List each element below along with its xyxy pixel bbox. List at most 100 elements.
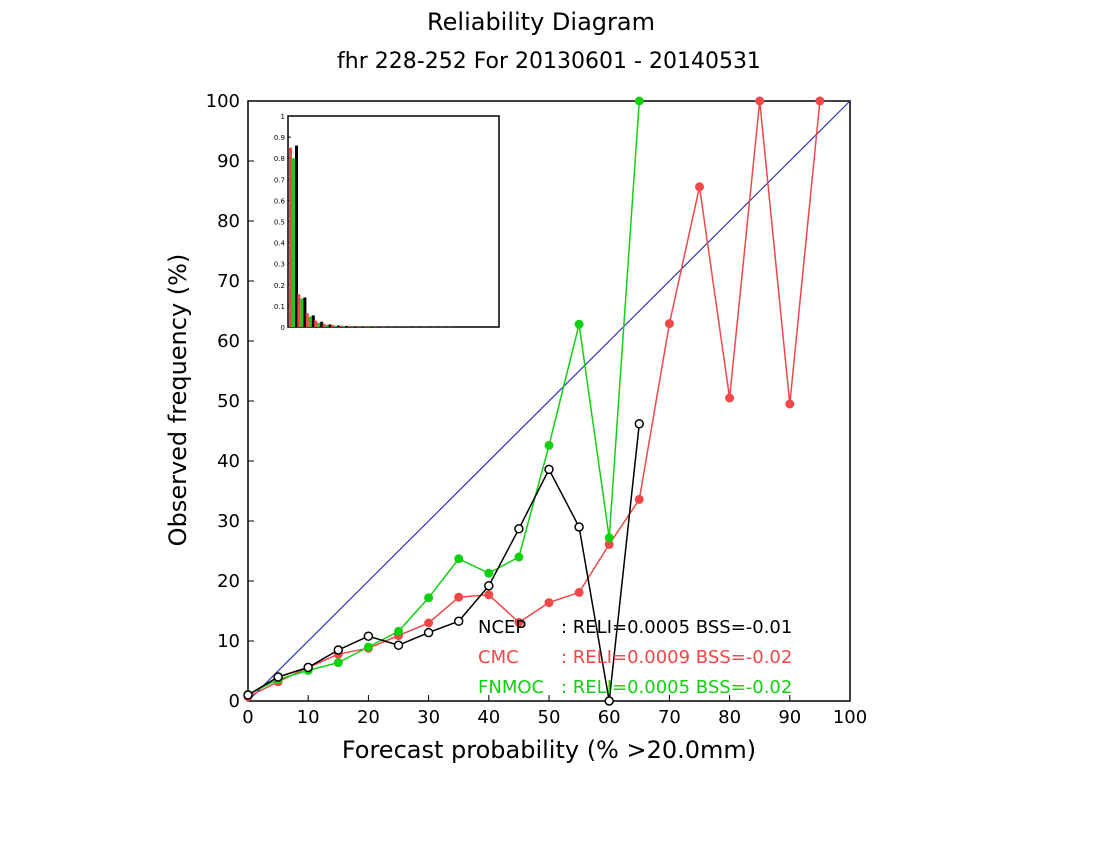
ncep-point [544, 464, 554, 475]
inset-bar-ncep [295, 145, 298, 327]
y-tick-label: 100 [206, 91, 240, 112]
fnmoc-point [424, 593, 434, 603]
y-tick-label: 10 [217, 631, 240, 652]
inset-bar-ncep [353, 326, 357, 327]
ncep-point [423, 627, 434, 638]
fnmoc-point [394, 626, 403, 636]
ncep-point [484, 581, 494, 591]
cmc-point [514, 617, 524, 627]
y-tick-label: 80 [217, 211, 240, 232]
cmc-point [634, 494, 644, 504]
cmc-point [815, 96, 825, 106]
inset-bar-fnmoc [308, 316, 312, 327]
inset-bar-cmc [364, 326, 368, 327]
ncep-point [303, 662, 313, 673]
y-tick-label: 0 [229, 691, 240, 712]
x-tick-label: 70 [658, 707, 681, 728]
ncep-point [514, 524, 524, 534]
y-tick-label: 50 [217, 391, 240, 412]
inset-bar-fnmoc [317, 322, 321, 327]
inset-bar-ncep [345, 325, 349, 327]
legend-name-fnmoc: FNMOC [478, 677, 544, 698]
fnmoc-point [454, 554, 464, 564]
y-tick-label: 60 [217, 331, 240, 352]
inset-bar-fnmoc [292, 158, 295, 327]
inset-bar-fnmoc [350, 326, 354, 327]
inset-frame [287, 115, 500, 328]
x-tick-label: 20 [357, 707, 380, 728]
inset-y-tick-label: 1 [281, 113, 285, 121]
fnmoc-point [574, 319, 584, 329]
ncep-point [333, 645, 344, 655]
fnmoc-point [484, 568, 494, 578]
x-axis-label: Forecast probability (% >20.0mm) [342, 736, 756, 764]
x-tick-label: 60 [598, 707, 621, 728]
ncep-point [634, 419, 645, 429]
fnmoc-point [544, 440, 554, 450]
cmc-point [664, 319, 674, 329]
cmc-point [574, 587, 584, 597]
inset-bar-cmc [297, 294, 301, 327]
x-tick-label: 50 [538, 707, 561, 728]
cmc-point [544, 598, 554, 608]
y-tick-label: 90 [217, 151, 240, 172]
ncep-point [453, 616, 464, 626]
inset-bar-cmc [356, 326, 360, 327]
ncep-series-line [247, 423, 641, 702]
cmc-point [454, 592, 464, 602]
inset-bar-ncep [337, 325, 340, 327]
fnmoc-series-line [247, 100, 641, 696]
x-tick-label: 0 [242, 707, 253, 728]
inset-y-tick-label: 0 [281, 324, 285, 332]
cmc-series-line [247, 100, 821, 698]
fnmoc-point [514, 552, 524, 562]
inset-y-tick-label: 0.6 [274, 197, 286, 205]
fnmoc-point [363, 642, 373, 652]
y-axis-label: Observed frequency (%) [164, 254, 192, 547]
inset-y-tick-label: 0.4 [274, 240, 286, 248]
y-tick-label: 20 [217, 571, 240, 592]
ncep-point [604, 696, 614, 706]
ncep-point [243, 690, 253, 700]
chart-title: Reliability Diagram [427, 8, 655, 36]
cmc-point [725, 393, 735, 403]
fnmoc-point [634, 96, 644, 106]
plot-area: 0 10 20 30 40 50 60 70 80 90 100010203040506070809… [206, 91, 868, 728]
inset-bar-cmc [322, 323, 326, 327]
inset-y-tick-label: 0.7 [274, 176, 285, 184]
chart-subtitle: fhr 228-252 For 20130601 - 20140531 [337, 49, 761, 74]
x-tick-label: 10 [297, 707, 320, 728]
inset-bar-cmc [331, 324, 334, 327]
inset-bar-fnmoc [325, 324, 329, 327]
y-tick-label: 70 [217, 271, 240, 292]
legend-stats-cmc: : RELI=0.0009 BSS=-0.02 [561, 647, 792, 668]
inset-y-tick-label: 0.8 [274, 155, 285, 163]
cmc-point [695, 182, 704, 192]
fnmoc-point [333, 658, 343, 668]
inset-bar-fnmoc [334, 325, 337, 327]
legend-name-ncep: NCEP [478, 617, 526, 638]
legend-stats-ncep: : RELI=0.0005 BSS=-0.01 [561, 617, 792, 638]
inset-bar-cmc [305, 313, 309, 327]
inset-y-tick-label: 0.3 [274, 261, 285, 269]
inset-y-tick-label: 0.2 [274, 282, 285, 290]
inset-bar-cmc [314, 320, 318, 327]
legend-name-cmc: CMC [478, 647, 519, 668]
x-tick-label: 90 [778, 707, 801, 728]
inset-bar-ncep [303, 297, 307, 327]
inset-bar-fnmoc [300, 298, 304, 327]
cmc-point [785, 399, 795, 409]
inset-bar-fnmoc [342, 326, 346, 327]
inset-bar-ncep [328, 324, 332, 327]
inset-bar-cmc [339, 325, 343, 327]
inset-y-tick-label: 0.5 [274, 219, 285, 227]
x-tick-label: 80 [718, 707, 741, 728]
ncep-point [273, 672, 283, 682]
inset-bar-ncep [311, 315, 315, 327]
x-tick-label: 30 [417, 707, 440, 728]
x-tick-label: 40 [477, 707, 500, 728]
inset-y-tick-label: 0.9 [274, 134, 285, 142]
cmc-point [755, 96, 765, 106]
ncep-point [393, 640, 404, 650]
